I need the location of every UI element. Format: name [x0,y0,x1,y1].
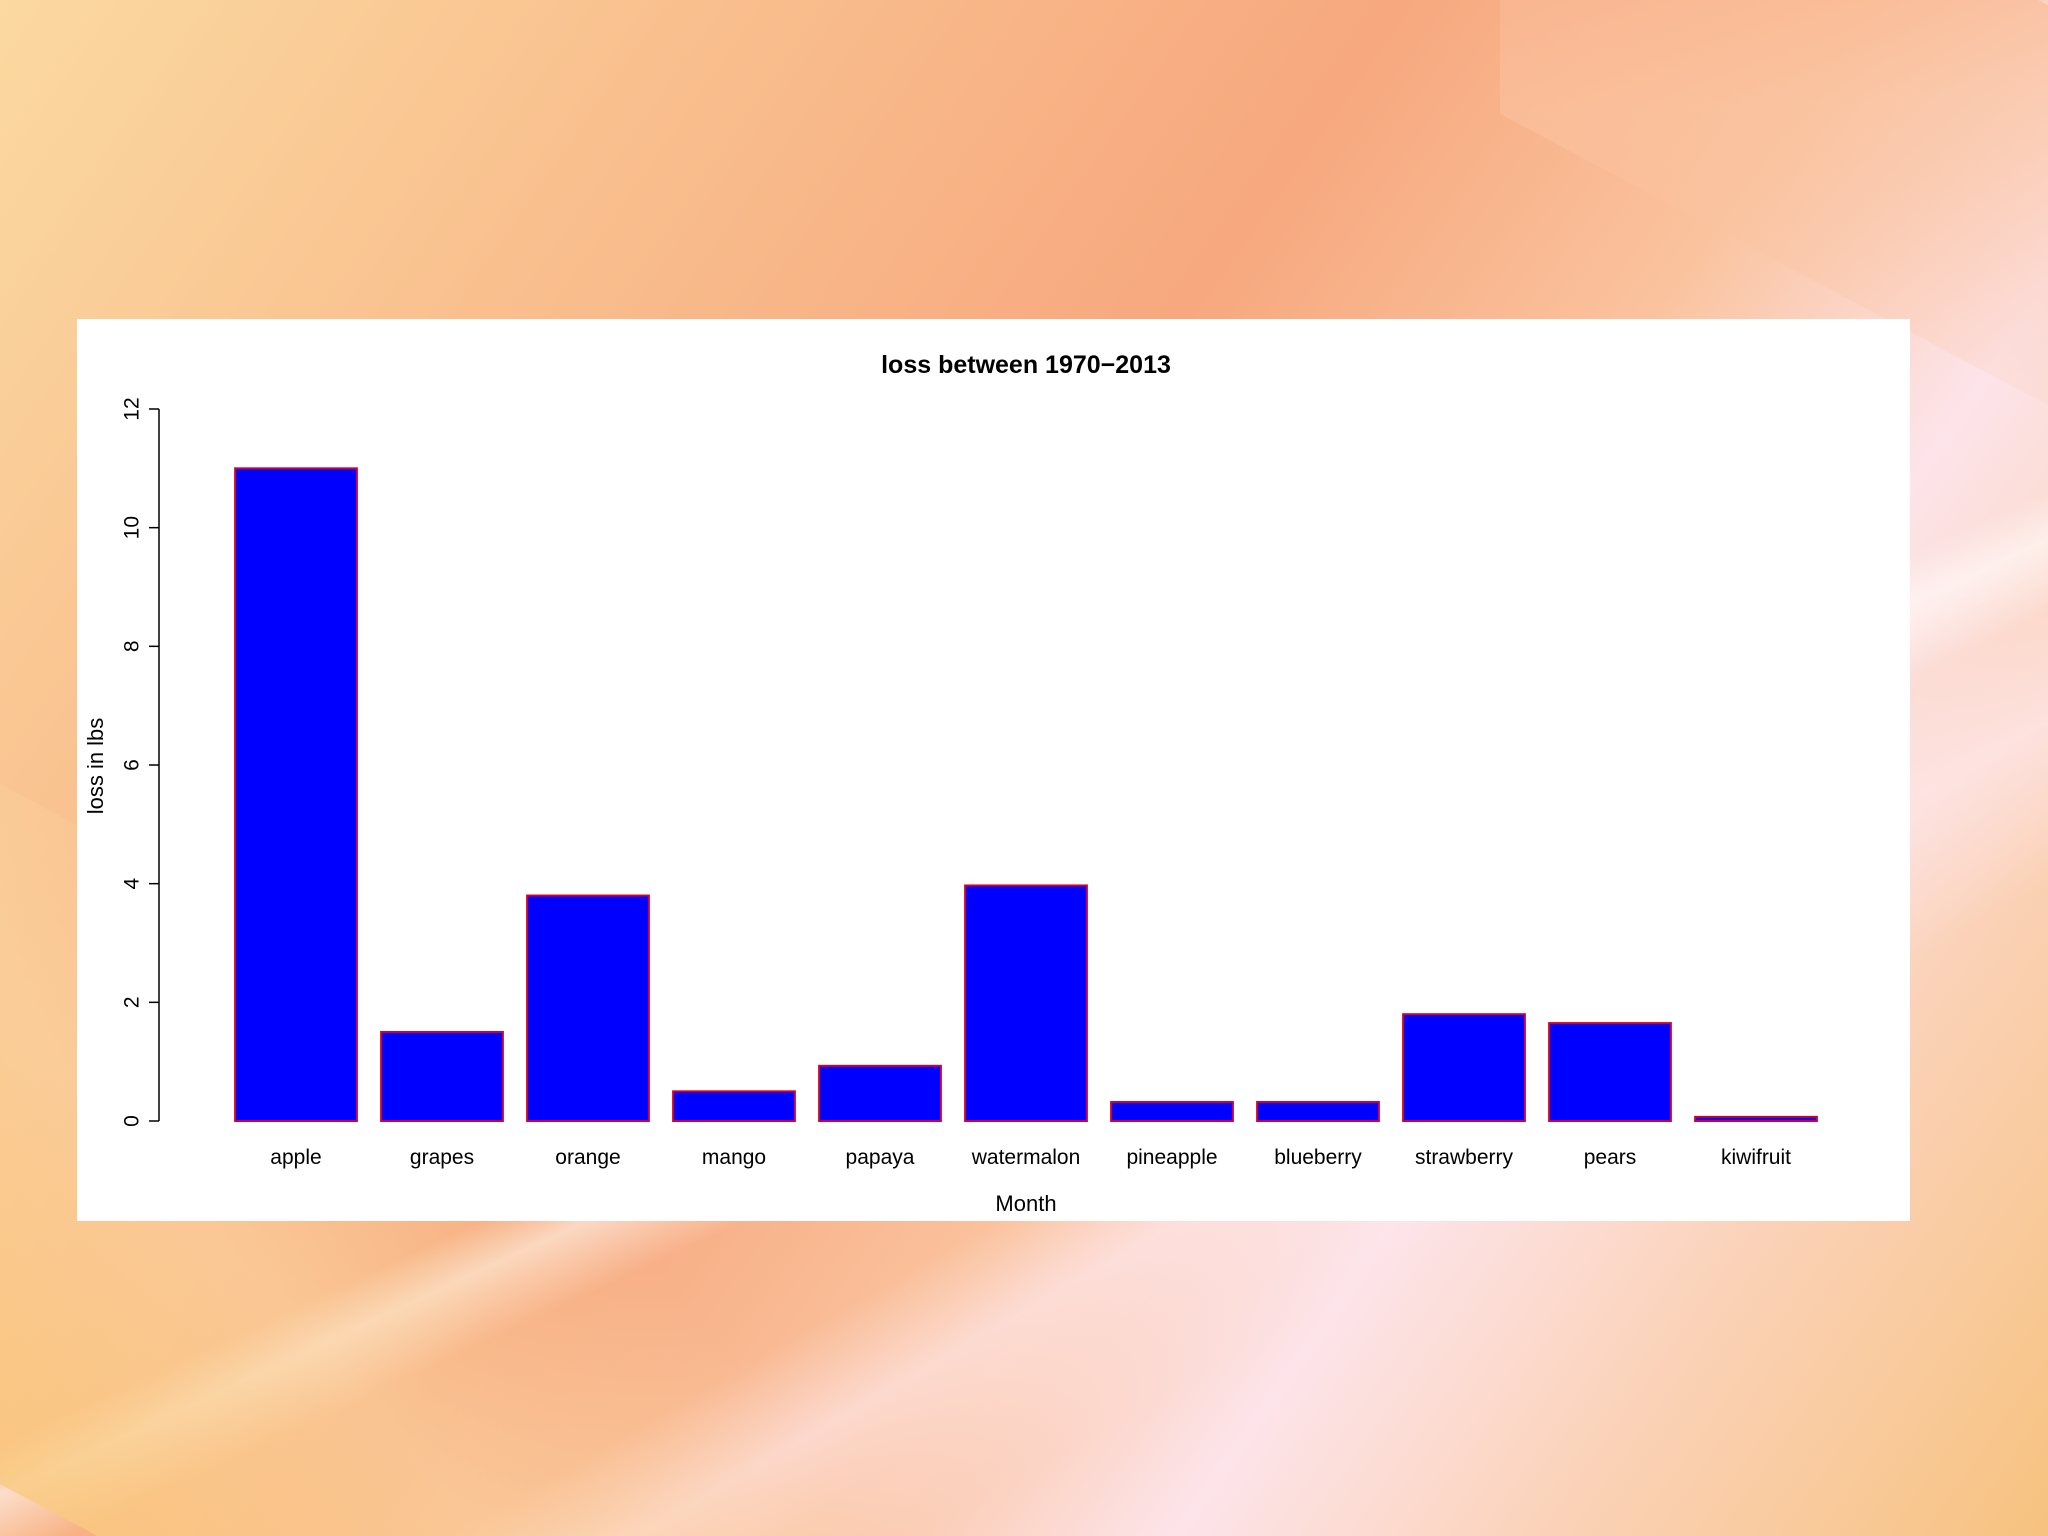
y-axis-label: loss in lbs [83,718,108,815]
x-tick-label: orange [555,1146,620,1169]
x-tick-label: kiwifruit [1721,1146,1791,1169]
bar-grapes [380,1031,504,1122]
bar-pears [1548,1022,1672,1122]
x-tick-label: blueberry [1274,1146,1362,1169]
y-tick-label: 0 [121,1115,144,1127]
y-tick-label: 12 [121,397,144,420]
y-tick-label: 2 [121,996,144,1008]
bar-chart: loss between 1970−2013 0 2 4 6 8 10 12 apple gr… [83,351,1818,1216]
chart-panel: loss between 1970−2013 0 2 4 6 8 10 12 apple gr… [77,319,1910,1221]
y-tick-label: 4 [121,878,144,890]
x-axis-label: Month [995,1191,1056,1216]
x-tick-labels: apple grapes orange mango papaya watermalon pi… [270,1146,1791,1169]
bar-papaya [818,1064,942,1123]
bar-strawberry [1402,1013,1526,1123]
bar-blueberry [1256,1101,1380,1122]
x-tick-label: grapes [410,1146,474,1169]
x-tick-label: apple [270,1146,321,1169]
x-tick-label: mango [702,1146,766,1169]
x-tick-label: papaya [846,1146,915,1169]
chart-title: loss between 1970−2013 [881,351,1171,379]
x-tick-label: strawberry [1415,1146,1514,1169]
y-tick-label: 8 [121,640,144,652]
x-tick-label: pears [1584,1146,1637,1169]
bar-watermalon [964,884,1088,1122]
y-tick-label: 6 [121,759,144,771]
bar-pineapple [1110,1101,1234,1122]
x-tick-label: pineapple [1126,1146,1217,1169]
bar-apple [234,467,358,1123]
y-axis: 0 2 4 6 8 10 12 [121,397,160,1127]
bar-kiwifruit [1694,1115,1818,1123]
y-tick-label: 10 [121,516,144,539]
bar-orange [526,894,650,1122]
bars-group [234,467,1818,1123]
bar-mango [672,1090,796,1122]
x-tick-label: watermalon [971,1146,1081,1169]
